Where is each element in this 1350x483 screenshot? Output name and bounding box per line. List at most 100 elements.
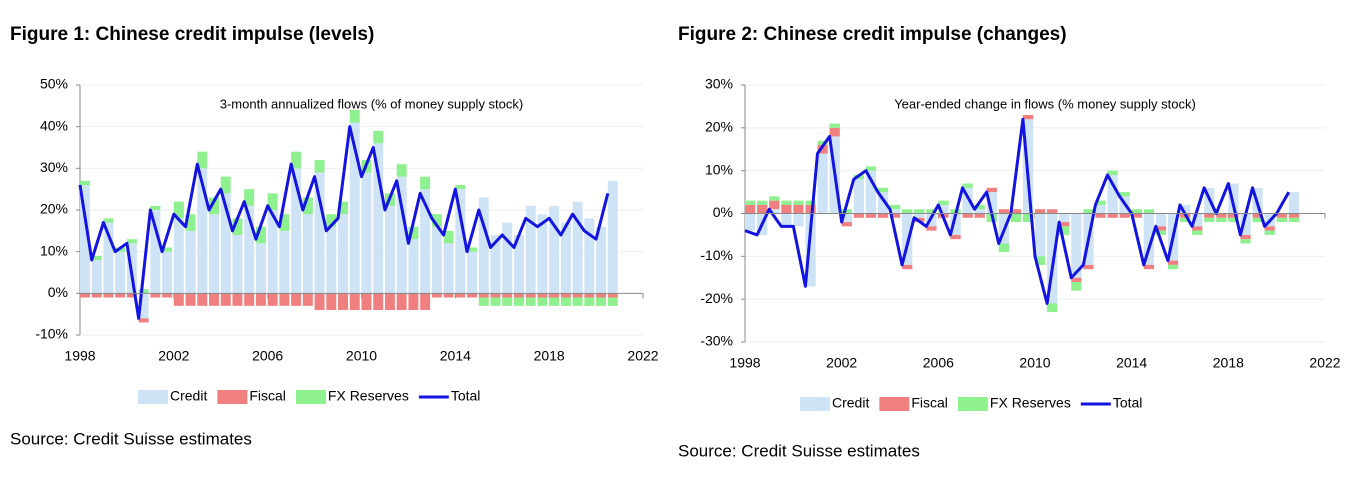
bar xyxy=(560,297,571,306)
y-tick-label: -20% xyxy=(700,290,733,306)
bar xyxy=(91,260,102,294)
x-tick-label: 2002 xyxy=(158,348,189,364)
bar xyxy=(926,209,937,214)
x-tick-label: 2014 xyxy=(1116,355,1147,371)
bar xyxy=(781,204,792,214)
bar xyxy=(420,189,431,294)
bar xyxy=(974,209,985,214)
bar xyxy=(1228,183,1239,214)
bar xyxy=(138,289,149,294)
bar xyxy=(853,179,865,214)
bar xyxy=(525,297,536,306)
bar xyxy=(373,143,384,294)
bar xyxy=(1288,192,1300,214)
bar xyxy=(1083,264,1094,270)
y-tick-label: 50% xyxy=(40,76,68,92)
annotation: 3-month annualized flows (% of money sup… xyxy=(220,96,523,111)
bar xyxy=(467,293,478,298)
bar xyxy=(1180,204,1191,214)
bar xyxy=(584,297,595,306)
bar xyxy=(962,183,973,188)
bar xyxy=(150,293,161,298)
bar xyxy=(1216,217,1227,223)
bar xyxy=(232,235,243,294)
bar xyxy=(1047,209,1058,214)
bar xyxy=(829,127,840,137)
bar xyxy=(817,140,828,145)
bar xyxy=(80,180,90,185)
bar xyxy=(769,196,780,201)
y-tick-label: 30% xyxy=(705,76,733,92)
bar xyxy=(986,192,997,214)
bar xyxy=(998,209,1010,214)
bar xyxy=(338,201,349,215)
bar xyxy=(279,293,290,306)
bar xyxy=(1010,209,1022,214)
bar xyxy=(745,213,756,231)
bar xyxy=(420,293,431,310)
bar xyxy=(1252,213,1263,218)
bar xyxy=(1264,226,1275,231)
bar xyxy=(255,243,266,294)
bar xyxy=(291,293,302,306)
x-tick-label: 2022 xyxy=(627,348,658,364)
bar xyxy=(757,204,768,214)
bar xyxy=(525,205,536,294)
bar xyxy=(103,222,114,294)
legend-swatch xyxy=(138,390,168,404)
bar xyxy=(596,297,607,306)
bar xyxy=(220,193,231,294)
bar xyxy=(138,293,149,319)
bar xyxy=(478,293,489,298)
bar xyxy=(745,204,756,214)
bar xyxy=(408,239,419,294)
bar xyxy=(349,110,360,123)
bar xyxy=(549,297,560,306)
legend-label: Total xyxy=(1113,395,1143,411)
bar xyxy=(1119,192,1130,197)
bar xyxy=(326,214,337,227)
bar xyxy=(384,205,395,294)
x-tick-label: 2010 xyxy=(346,348,377,364)
bar xyxy=(443,243,454,294)
bar xyxy=(162,293,173,298)
bar xyxy=(232,293,243,306)
bar xyxy=(902,264,913,270)
bar xyxy=(1071,277,1082,283)
bar xyxy=(572,297,583,306)
bar xyxy=(1288,217,1300,223)
bar xyxy=(781,213,792,227)
x-tick-label: 2018 xyxy=(534,348,565,364)
bar xyxy=(126,293,137,298)
total-line xyxy=(744,117,1291,305)
total-line xyxy=(78,125,610,320)
y-tick-label: 30% xyxy=(40,159,68,175)
bar xyxy=(1204,217,1215,223)
bar xyxy=(1143,213,1155,265)
bar xyxy=(1095,213,1106,218)
bar xyxy=(1276,217,1287,223)
bar xyxy=(502,222,513,294)
bar xyxy=(841,213,852,223)
bar xyxy=(513,235,524,294)
bar xyxy=(1276,213,1287,218)
bar xyxy=(1240,234,1251,240)
bar xyxy=(1228,213,1239,218)
bar xyxy=(91,293,102,298)
bar xyxy=(349,122,360,294)
bar xyxy=(408,293,419,310)
bar xyxy=(926,226,937,231)
bar xyxy=(560,222,571,294)
legend-swatch xyxy=(217,390,248,404)
bar xyxy=(138,318,149,323)
bar xyxy=(549,205,560,294)
bar xyxy=(1059,226,1070,235)
bar xyxy=(1240,239,1251,244)
bar xyxy=(525,293,536,298)
bar xyxy=(537,214,548,294)
bar xyxy=(1155,226,1167,231)
bar xyxy=(829,123,840,128)
bar xyxy=(1131,209,1142,214)
bar xyxy=(1035,213,1046,257)
bar xyxy=(173,293,184,306)
